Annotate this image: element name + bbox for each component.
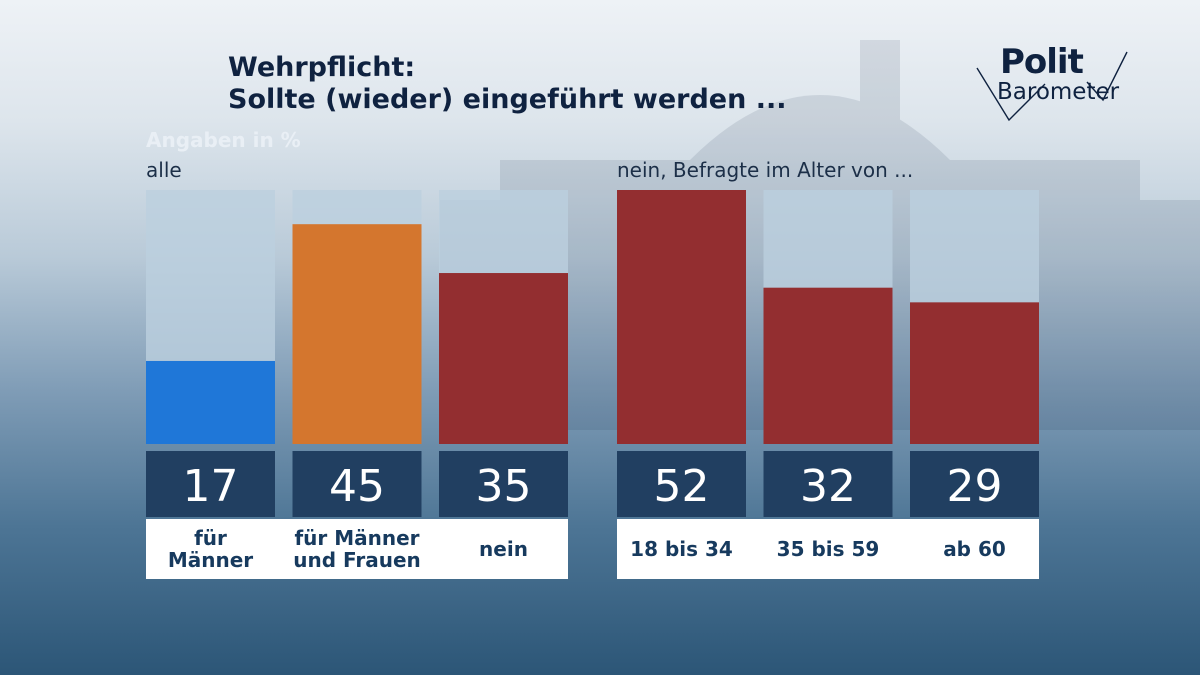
chart-title-line-1: Wehrpflicht: [228,52,416,83]
bar [292,224,422,444]
panel-title-age: nein, Befragte im Alter von ... [617,158,914,182]
logo-text-barometer: Barometer [997,79,1120,105]
value-box [439,451,568,517]
panel-title-all: alle [146,158,182,182]
category-label-panel-all [146,519,568,579]
data-label: 17 [183,461,239,512]
value-box [617,451,746,517]
bar [763,287,893,444]
logo-text-polit: Polit [1000,42,1084,82]
politbarometer-logo: Polit Barometer [975,42,1155,122]
category-label: nein [479,537,528,561]
category-label-panel-age [617,519,1039,579]
unit-note: Angaben in % [146,128,301,152]
bar [146,360,275,444]
data-label: 35 [476,461,532,512]
value-box [292,451,422,517]
checkmark-icon [976,51,1128,122]
category-label: für Männer [167,526,254,572]
bar [439,273,568,444]
category-label: 35 bis 59 [776,537,880,561]
category-label: für Männer und Frauen [293,526,421,572]
value-box [146,451,275,517]
chart-title-line-2: Sollte (wieder) eingeführt werden ... [228,84,787,115]
value-box [910,451,1039,517]
data-label: 45 [329,461,385,512]
chart-title: Wehrpflicht: Sollte (wieder) eingeführt … [228,52,787,116]
data-label: 52 [654,461,710,512]
data-label: 29 [947,461,1003,512]
data-label: 32 [800,461,856,512]
category-label: ab 60 [943,537,1006,561]
value-box [763,451,893,517]
bar [910,302,1039,444]
bar [617,190,746,444]
category-label: 18 bis 34 [630,537,733,561]
